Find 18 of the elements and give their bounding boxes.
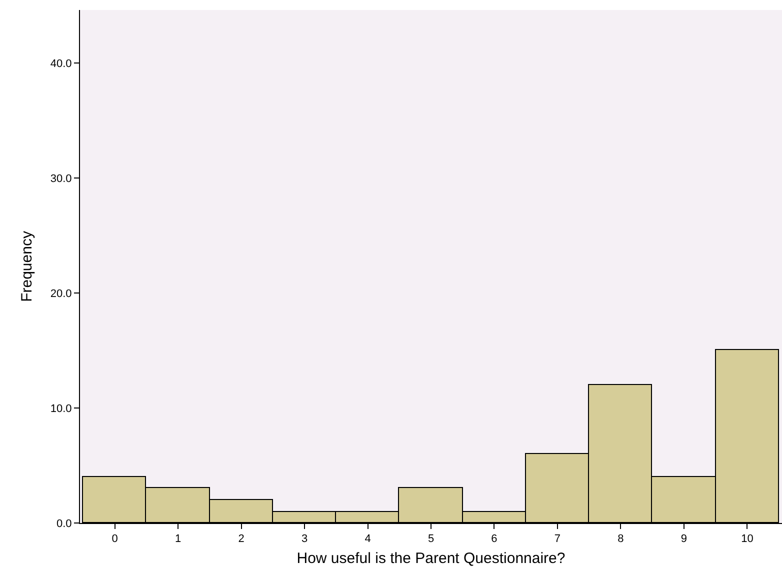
y-tick-label: 20.0 — [50, 288, 72, 300]
y-tick-label: 0.0 — [56, 518, 72, 530]
x-tick-label: 6 — [491, 533, 498, 546]
x-tick-label: 0 — [112, 533, 118, 546]
y-tick-label: 10.0 — [50, 402, 72, 415]
x-tick-label: 2 — [238, 533, 244, 546]
x-tick-label: 1 — [174, 533, 182, 546]
y-tick-label: 30.0 — [50, 172, 72, 185]
x-axis-title: How useful is the Parent Questionnaire? — [296, 550, 566, 568]
y-axis-title: Frequency — [18, 230, 36, 302]
x-tick-label: 7 — [554, 533, 561, 546]
x-tick-label: 10 — [741, 533, 754, 546]
y-tick-label: 40.0 — [50, 58, 72, 70]
x-tick-label: 4 — [364, 533, 371, 546]
x-tick-label: 5 — [428, 533, 434, 546]
x-tick-label: 3 — [301, 533, 308, 546]
x-tick-label: 9 — [680, 533, 688, 546]
x-tick-label: 8 — [618, 533, 624, 546]
